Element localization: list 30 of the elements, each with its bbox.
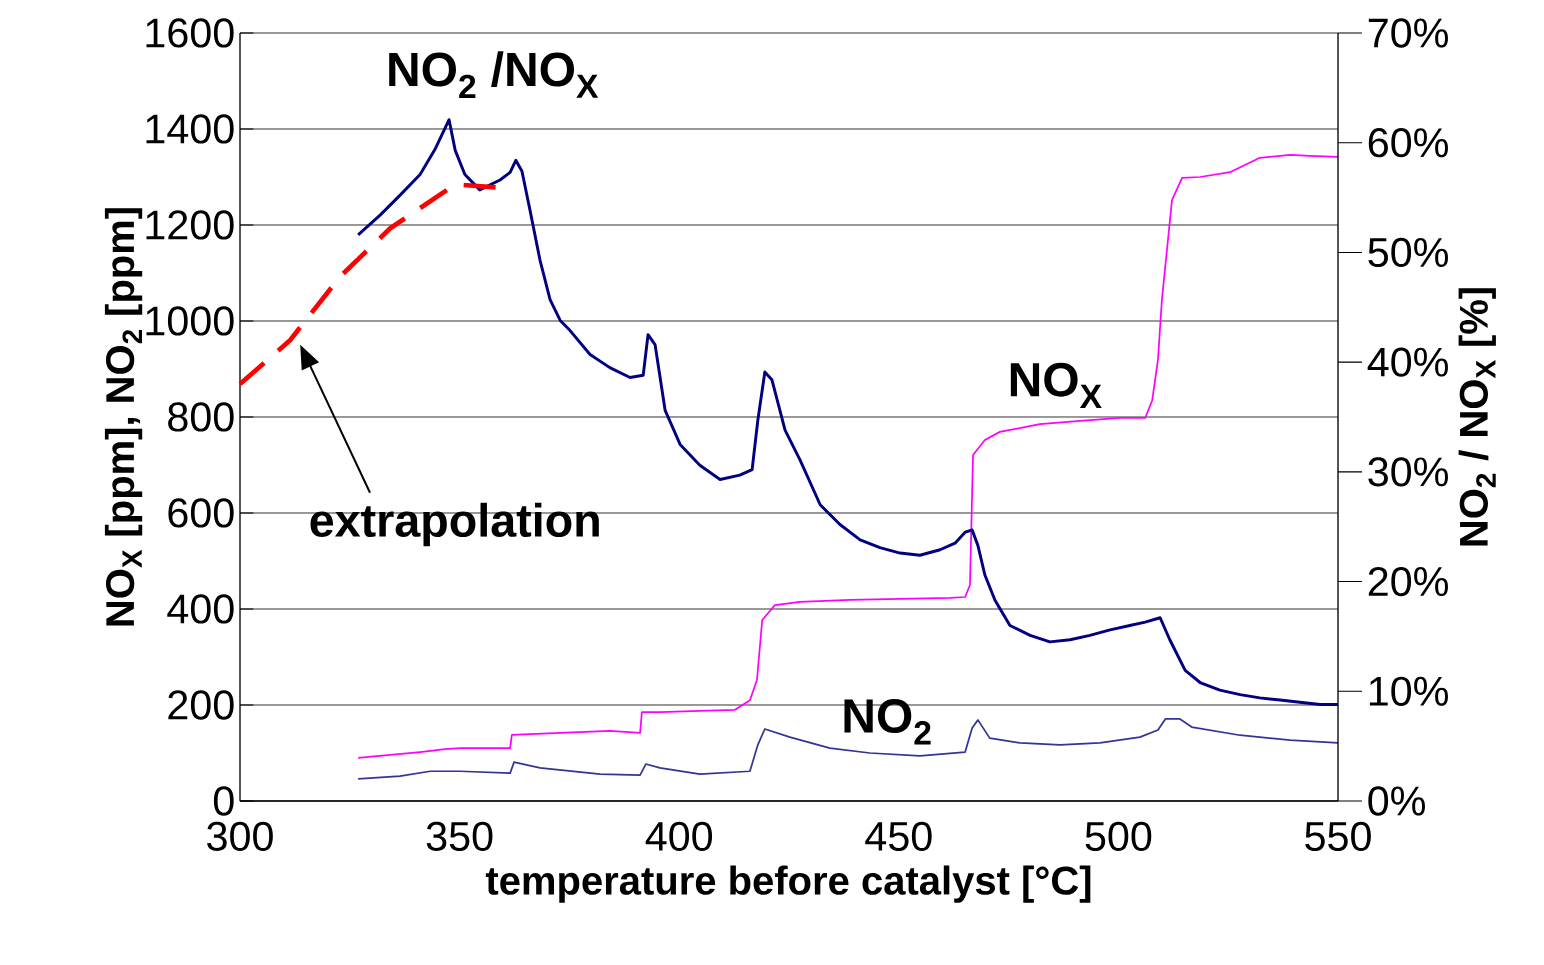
y2-axis-title: NO$_{2}$ / NO$_{X}$ [%] [1458,288,1496,546]
y-tick-label: 0 [213,786,234,816]
y2-tick-label: 0% [1368,786,1425,816]
y-tick-label: 800 [168,402,234,432]
x-tick-label: 450 [865,821,932,851]
y-tick-label: 600 [168,498,234,528]
y2-tick-label: 40% [1367,347,1448,377]
y-tick-label: 200 [168,690,234,720]
x-tick-label: 400 [645,821,713,851]
series-label: NO$_{X}$ [1010,362,1102,408]
y-tick-label: 1000 [146,306,234,336]
text: extrapolation [310,502,599,547]
y2-tick-label: 70% [1368,18,1448,48]
series-label: NO$_{2}$ /NO$_{X}$ [389,51,599,99]
y-tick-label: 1600 [146,18,234,48]
x-tick-label: 500 [1085,821,1152,851]
y2-tick-label: 60% [1368,128,1448,158]
y2-tick-label: 10% [1369,676,1448,706]
series-label: NO$_{2}$ [844,699,931,745]
y2-tick-label: 20% [1368,566,1448,597]
x-tick-label: 550 [1305,821,1371,851]
x-tick-label: 350 [426,821,493,851]
x-axis-title: temperature before catalyst [°C] [485,865,1091,903]
x-tick-label: 300 [207,821,273,851]
y-tick-label: 400 [167,594,234,624]
y-axis-title: NO$_{X}$ [ppm], NO$_{2}$ [ppm] [104,208,143,626]
y2-tick-label: 50% [1368,237,1448,268]
y2-tick-label: 30% [1368,457,1448,487]
y-tick-label: 1200 [146,210,234,240]
y-tick-label: 1400 [146,114,234,144]
